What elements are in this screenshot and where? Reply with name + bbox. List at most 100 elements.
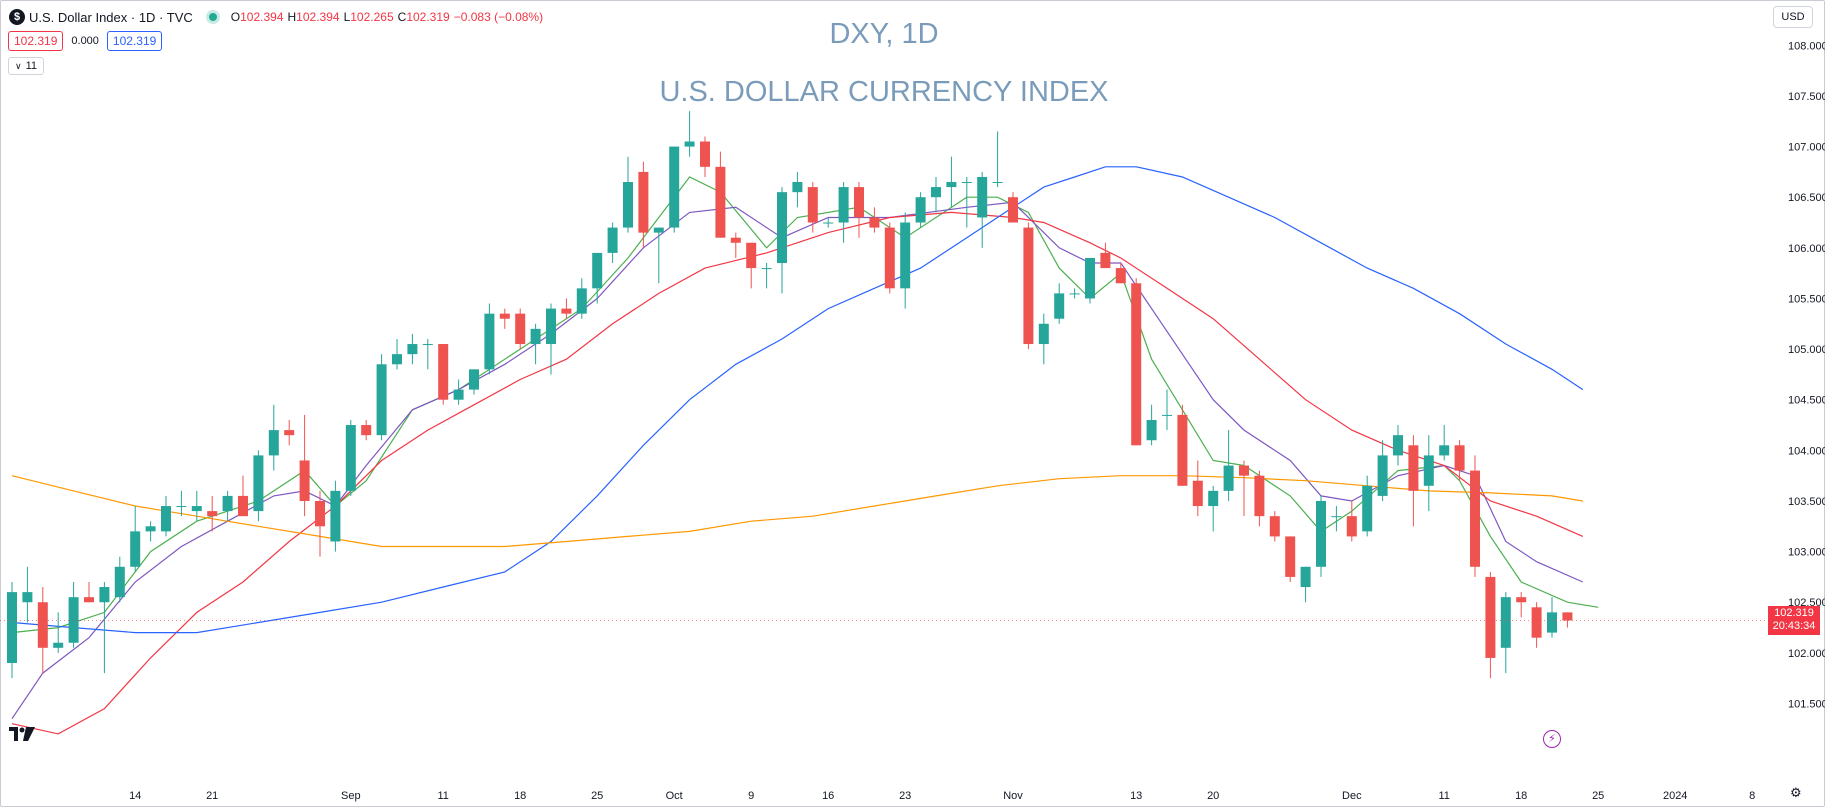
candle[interactable]	[22, 566, 33, 623]
candle[interactable]	[376, 354, 387, 441]
candle[interactable]	[1008, 192, 1018, 223]
candle[interactable]	[84, 581, 94, 603]
gear-icon[interactable]: ⚙	[1790, 785, 1802, 800]
ask-button[interactable]: 102.319	[106, 31, 163, 51]
candle[interactable]	[1377, 440, 1388, 501]
candle[interactable]	[130, 506, 141, 572]
candle[interactable]	[145, 521, 156, 542]
candle[interactable]	[1115, 263, 1126, 284]
candle[interactable]	[99, 581, 110, 674]
candle[interactable]	[1239, 460, 1249, 517]
candle[interactable]	[222, 490, 233, 522]
candle[interactable]	[530, 323, 541, 365]
candle[interactable]	[422, 338, 433, 370]
symbol-title[interactable]: U.S. Dollar Index · 1D · TVC	[29, 9, 193, 25]
candle[interactable]	[1516, 592, 1527, 618]
candle[interactable]	[931, 176, 941, 213]
candle[interactable]	[669, 146, 680, 233]
candle[interactable]	[53, 612, 64, 653]
candle[interactable]	[238, 475, 248, 517]
candle[interactable]	[792, 171, 803, 208]
indicators-toggle-button[interactable]: ∨ 11	[8, 57, 45, 75]
candle[interactable]	[807, 182, 818, 233]
currency-button[interactable]: USD	[1773, 6, 1813, 28]
candle[interactable]	[1300, 566, 1311, 603]
candle[interactable]	[1146, 404, 1157, 446]
candle[interactable]	[499, 308, 510, 329]
candle[interactable]	[484, 303, 495, 375]
candle[interactable]	[1485, 571, 1496, 679]
candle[interactable]	[207, 495, 218, 532]
candle[interactable]	[777, 187, 787, 294]
candle[interactable]	[1408, 435, 1419, 527]
candle[interactable]	[1362, 475, 1373, 537]
candle[interactable]	[1100, 242, 1111, 269]
candle[interactable]	[915, 192, 926, 228]
tradingview-logo-icon[interactable]	[9, 727, 35, 746]
candle[interactable]	[1269, 511, 1280, 542]
candle[interactable]	[761, 263, 772, 289]
candle[interactable]	[37, 587, 48, 674]
candle[interactable]	[684, 111, 695, 157]
candle[interactable]	[977, 171, 988, 248]
candle[interactable]	[330, 480, 341, 552]
candle[interactable]	[1054, 283, 1065, 324]
candle[interactable]	[176, 490, 187, 517]
candle[interactable]	[1316, 495, 1326, 577]
candle[interactable]	[746, 242, 757, 289]
candle[interactable]	[1562, 612, 1573, 628]
candle[interactable]	[854, 182, 864, 238]
candle[interactable]	[946, 156, 957, 208]
candle[interactable]	[114, 556, 125, 603]
candle[interactable]	[1162, 389, 1172, 431]
candle[interactable]	[1454, 440, 1465, 481]
candle[interactable]	[546, 303, 556, 375]
candle[interactable]	[284, 419, 295, 446]
candle[interactable]	[884, 222, 895, 294]
candle[interactable]	[1393, 425, 1403, 466]
candle[interactable]	[961, 176, 972, 228]
candle[interactable]	[1531, 602, 1542, 648]
candle[interactable]	[1085, 257, 1095, 304]
candle[interactable]	[592, 252, 603, 304]
candle[interactable]	[638, 161, 649, 248]
candle[interactable]	[1069, 288, 1080, 299]
candle[interactable]	[392, 338, 402, 370]
candle[interactable]	[161, 495, 171, 537]
candle[interactable]	[623, 156, 633, 233]
candle[interactable]	[1208, 485, 1219, 532]
candle[interactable]	[345, 419, 356, 496]
candle[interactable]	[1192, 460, 1203, 517]
candle[interactable]	[1547, 597, 1557, 638]
candle[interactable]	[1131, 278, 1142, 446]
candle[interactable]	[315, 490, 325, 557]
candle[interactable]	[1470, 455, 1480, 577]
candle[interactable]	[1346, 500, 1357, 542]
bid-button[interactable]: 102.319	[8, 31, 64, 51]
candle[interactable]	[191, 490, 202, 522]
candle[interactable]	[1023, 222, 1034, 350]
candle[interactable]	[438, 344, 449, 405]
market-status-icon[interactable]	[208, 13, 217, 21]
candle[interactable]	[700, 136, 710, 177]
candle[interactable]	[68, 581, 79, 648]
candle[interactable]	[900, 212, 911, 309]
candle[interactable]	[561, 298, 572, 319]
candle[interactable]	[407, 333, 418, 365]
candle[interactable]	[453, 379, 464, 405]
candle[interactable]	[253, 450, 264, 522]
candle[interactable]	[576, 278, 587, 319]
candle[interactable]	[1177, 404, 1188, 486]
candle[interactable]	[653, 227, 664, 284]
flash-icon[interactable]: ⚡	[1543, 730, 1561, 748]
candle[interactable]	[730, 232, 741, 258]
candle[interactable]	[1439, 425, 1450, 461]
candle[interactable]	[1254, 470, 1265, 527]
candle[interactable]	[361, 419, 372, 441]
candle[interactable]	[607, 222, 618, 264]
symbol-legend[interactable]: $ U.S. Dollar Index · 1D · TVC O102.394 H…	[9, 8, 547, 26]
candle[interactable]	[515, 308, 526, 350]
candle[interactable]	[1500, 592, 1511, 674]
candle[interactable]	[1423, 435, 1434, 512]
